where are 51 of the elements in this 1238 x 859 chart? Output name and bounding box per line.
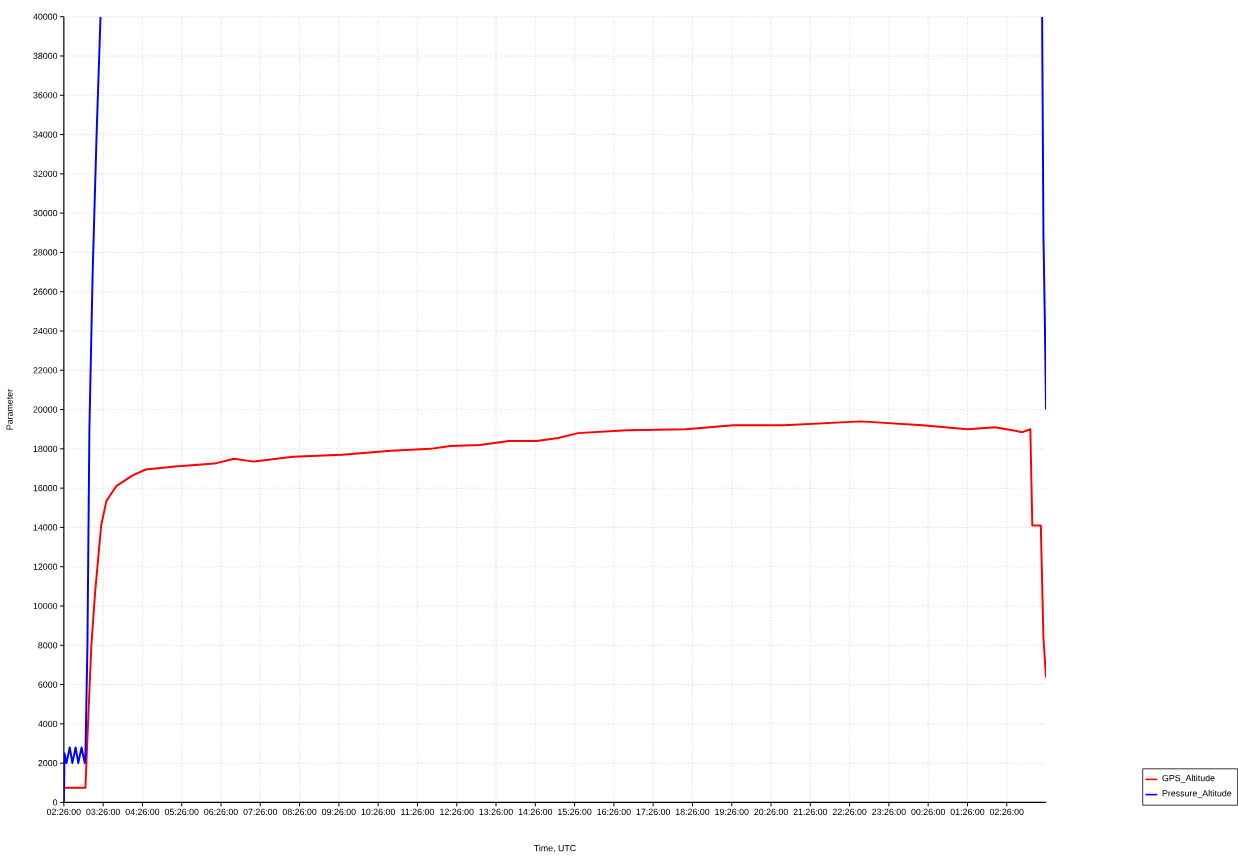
x-axis-title: Time, UTC [533,844,576,853]
y-tick-label: 30000 [33,210,58,217]
x-tick-label: 20:26:00 [754,808,788,816]
y-tick-label: 18000 [33,445,58,453]
y-tick-label: 12000 [33,563,58,570]
y-tick-label: 4000 [38,720,58,728]
x-tick-label: 16:26:00 [597,808,631,816]
x-tick-label: 00:26:00 [911,808,946,816]
x-tick-label: 05:26:00 [164,808,199,816]
y-tick-label: 24000 [33,327,58,335]
x-tick-label: 12:26:00 [440,808,474,816]
y-tick-label: 10000 [33,602,58,610]
x-tick-label: 04:26:00 [125,808,160,816]
legend-label: Pressure_Altitude [1162,790,1232,799]
x-tick-label: 17:26:00 [636,808,671,816]
y-tick-label: 34000 [33,131,58,138]
y-tick-label: 28000 [33,249,58,256]
x-tick-label: 18:26:00 [675,808,710,816]
y-tick-label: 38000 [33,52,58,60]
y-tick-label: 14000 [33,524,58,531]
y-tick-label: 8000 [38,642,58,649]
y-tick-label: 16000 [33,485,58,492]
x-tick-label: 13:26:00 [479,808,513,816]
x-tick-label: 14:26:00 [518,808,553,816]
x-tick-label: 08:26:00 [282,808,317,816]
x-tick-label: 01:26:00 [950,808,985,816]
x-tick-label: 09:26:00 [322,808,356,816]
y-tick-label: 0 [52,799,58,806]
x-tick-label: 22:26:00 [832,808,867,816]
line-series [63,420,1047,789]
x-tick-label: 07:26:00 [243,808,278,816]
legend-label: GPS_Altitude [1162,774,1215,783]
x-tick-label: 21:26:00 [793,808,828,816]
x-tick-label: 06:26:00 [204,808,238,816]
y-tick-label: 32000 [33,170,58,178]
x-tick-label: 03:26:00 [86,808,120,816]
y-tick-label: 22000 [33,367,58,374]
x-tick-label: 11:26:00 [401,808,434,816]
x-tick-label: 19:26:00 [715,808,749,816]
y-tick-label: 20000 [33,406,58,413]
y-axis-title: Parameter [6,389,13,430]
y-tick-label: 2000 [38,760,58,767]
x-tick-label: 15:26:00 [558,808,592,816]
y-tick-label: 26000 [33,288,58,295]
x-tick-label: 23:26:00 [872,808,906,816]
x-tick-label: 10:26:00 [361,808,395,816]
x-tick-label: 02:26:00 [46,808,81,816]
x-tick-label: 02:26:00 [989,808,1024,816]
y-tick-label: 6000 [38,681,58,688]
y-tick-label: 36000 [33,92,58,99]
y-tick-label: 40000 [33,13,58,20]
